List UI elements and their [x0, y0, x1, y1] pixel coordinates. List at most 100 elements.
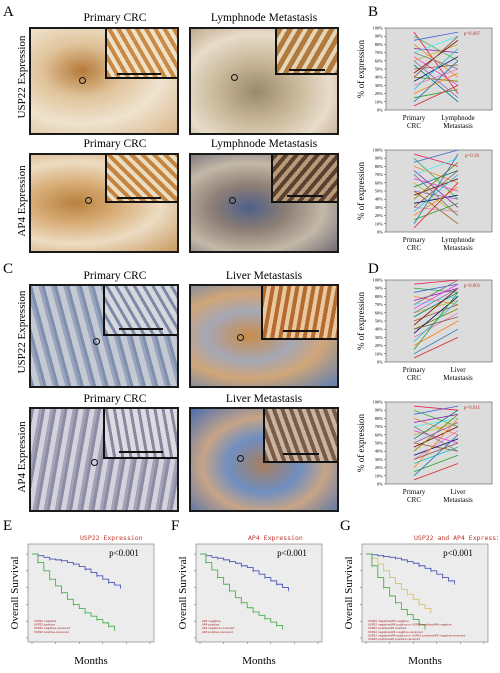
micrograph-usp22-lymphnode-metastasis: [189, 27, 339, 135]
patient-pair-line: [413, 463, 459, 481]
patient-pair-line: [413, 35, 459, 53]
category-label-line: CRC: [407, 496, 421, 504]
y-tick-label: 10%: [375, 221, 384, 226]
legend-entry: USP22 negativeAP4 negative: [368, 619, 409, 623]
y-tick-label: 50%: [375, 319, 384, 324]
patient-pair-line: [413, 202, 459, 221]
y-tick-label: 0%: [377, 482, 383, 487]
category-label-line: Primary: [403, 236, 426, 244]
plot-area: [195, 543, 323, 643]
inset-origin-marker: [79, 77, 86, 84]
y-tick-label: 60%: [375, 180, 384, 185]
y-tick-label: 20%: [375, 465, 384, 470]
scale-bar: [283, 453, 319, 455]
paired-plot-b2: 0% 10% 20% 30% 40% 50% 60% 70% 80% 90% 100% % of ex…: [356, 148, 493, 252]
patient-pair-line: [413, 283, 459, 310]
y-tick-label: 90%: [375, 286, 384, 291]
plot-area: [385, 279, 493, 363]
category-label-line: Liver: [450, 488, 466, 496]
magnified-inset: [103, 286, 177, 336]
panel-a-row1-left-title: Primary CRC: [83, 12, 147, 24]
y-tick-label: 100%: [373, 400, 384, 405]
patient-pair-line: [413, 418, 459, 468]
scale-bar: [119, 328, 163, 330]
legend-entry: USP22 positiveAP4 positive: [368, 626, 406, 630]
km-title: USP22 Expression: [80, 534, 143, 542]
legend-entry: USP22 negative-censored: [34, 626, 70, 630]
y-axis-label: % of expression: [356, 40, 366, 98]
y-tick-label: 10%: [375, 99, 384, 104]
patient-pair-line: [413, 31, 459, 41]
paired-plot-d2: 0% 10% 20% 30% 40% 50% 60% 70% 80% 90% 100% % of ex…: [356, 400, 493, 504]
legend-entry: USP22 negativeAP4 positive or USP22 posi…: [368, 633, 466, 637]
y-tick-label: 40%: [375, 327, 384, 332]
patient-pair-line: [413, 434, 459, 477]
patient-pair-line: [413, 31, 459, 94]
y-tick-label: 20%: [375, 343, 384, 348]
y-tick-label: 60%: [375, 432, 384, 437]
category-label-line: CRC: [407, 244, 421, 252]
y-tick-label: 80%: [375, 164, 384, 169]
category-label-line: Liver: [450, 366, 466, 374]
scale-bar: [289, 69, 325, 71]
y-axis-label: Overall Survival: [9, 556, 21, 629]
patient-pair-line: [413, 422, 459, 436]
category-label: Lymphnode Metastasis: [441, 114, 474, 130]
panel-a-row2-right-title: Lymphnode Metastasis: [210, 138, 318, 150]
category-label: Liver Metastasis: [443, 488, 473, 504]
patient-pair-line: [413, 174, 459, 212]
y-tick-label: 0%: [377, 230, 383, 235]
magnified-inset: [105, 155, 177, 203]
y-tick-label: 60%: [375, 310, 384, 315]
micrograph-ap4-primary-lymph: [29, 153, 179, 253]
patient-pair-line: [413, 72, 459, 94]
patient-pair-line: [413, 405, 459, 411]
patient-pair-line: [413, 418, 459, 427]
panel-label-a: A: [3, 4, 14, 20]
patient-pair-line: [413, 283, 459, 293]
y-axis-label: % of expression: [356, 414, 366, 472]
y-axis-label: Overall Survival: [343, 556, 355, 629]
panel-a-row2-left-title: Primary CRC: [83, 138, 147, 150]
patient-pair-line: [413, 35, 459, 78]
km-plot-g: USP22 and AP4 Expression p<0.001 USP22 neg…: [343, 534, 498, 667]
y-tick-label: 100%: [373, 148, 384, 153]
y-tick-label: 30%: [375, 457, 384, 462]
patient-pair-line: [413, 48, 459, 90]
y-tick-label: 50%: [375, 189, 384, 194]
inset-origin-marker: [85, 197, 92, 204]
legend-entry: USP22 negative: [34, 619, 56, 623]
legend-entry: USP22 positive-censored: [34, 630, 69, 634]
patient-pair-line: [413, 426, 459, 448]
patient-pair-line: [413, 170, 459, 208]
category-label: Lymphnode Metastasis: [441, 236, 474, 252]
magnified-inset: [103, 409, 177, 459]
patient-pair-line: [413, 287, 459, 293]
inset-origin-marker: [93, 338, 100, 345]
patient-pair-line: [413, 287, 459, 314]
micrograph-ap4-primary-liver: [29, 407, 179, 512]
patient-pair-line: [413, 422, 459, 444]
category-label: Primary CRC: [403, 236, 426, 252]
panel-c-row2-right-title: Liver Metastasis: [225, 393, 303, 405]
legend-entry: USP22 negativeAP4 negative-censored: [368, 630, 423, 634]
patient-pair-line: [413, 64, 459, 70]
panel-label-f: F: [171, 518, 180, 534]
patient-pair-line: [413, 430, 459, 460]
category-label-line: Metastasis: [443, 122, 473, 130]
category-label: Liver Metastasis: [443, 366, 473, 382]
y-tick-label: 100%: [373, 26, 384, 31]
y-tick-label: 80%: [375, 416, 384, 421]
micrograph-usp22-liver-metastasis: [189, 284, 339, 388]
survival-curve: [366, 553, 432, 613]
patient-pair-line: [413, 174, 459, 216]
y-tick-label: 0%: [377, 360, 383, 365]
panel-c-row1-side-label: USP22 Expression: [16, 290, 28, 374]
patient-pair-line: [413, 170, 459, 188]
category-label-line: Primary: [403, 114, 426, 122]
y-tick-label: 50%: [375, 67, 384, 72]
inset-origin-marker: [91, 459, 98, 466]
category-label: Primary CRC: [403, 366, 426, 382]
category-label: Primary CRC: [403, 488, 426, 504]
